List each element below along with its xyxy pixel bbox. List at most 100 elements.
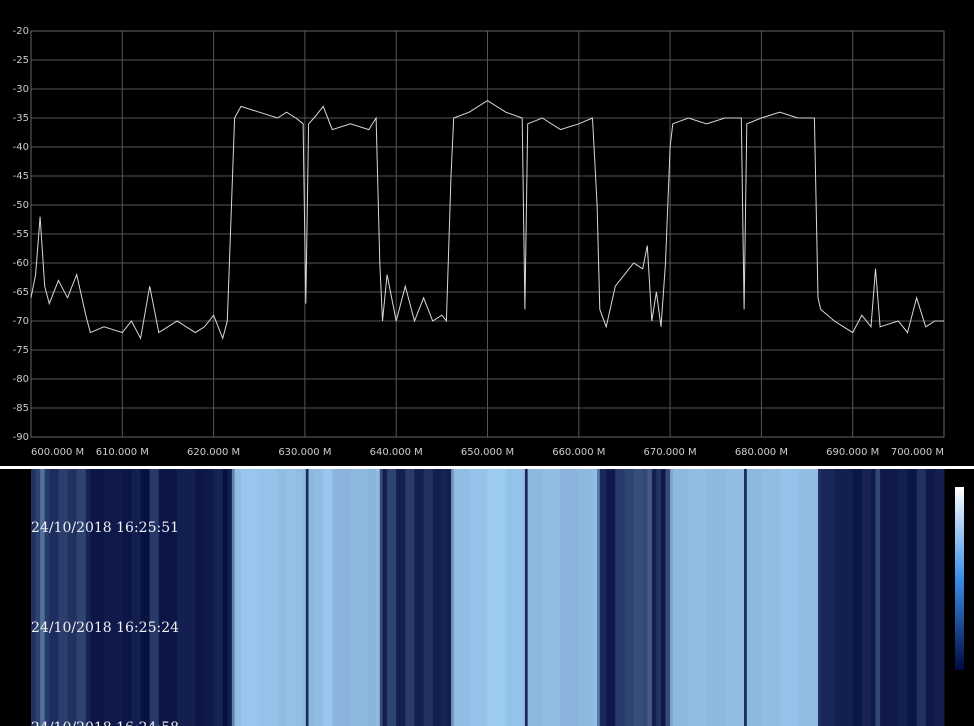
spectrum-line <box>30 100 944 341</box>
x-tick-label: 680.000 M <box>735 447 788 458</box>
y-tick-label: -55 <box>13 229 29 240</box>
waterfall-cell <box>35 469 41 726</box>
x-tick-label: 700.000 M <box>891 447 944 458</box>
y-tick-label: -35 <box>13 113 29 124</box>
x-tick-label: 630.000 M <box>278 447 331 458</box>
waterfall-cell <box>522 469 526 726</box>
separator <box>0 466 974 469</box>
waterfall-cell <box>423 469 434 726</box>
waterfall-cell <box>379 469 383 726</box>
waterfall-cell <box>140 469 151 726</box>
timestamp: 24/10/2018 16:25:51 <box>31 520 179 536</box>
waterfall-cell <box>527 469 543 726</box>
y-tick-label: -90 <box>13 432 29 443</box>
color-bar <box>955 487 964 670</box>
timestamp: 24/10/2018 16:24:58 <box>31 720 179 726</box>
x-tick-label: 620.000 M <box>187 447 240 458</box>
x-tick-label: 660.000 M <box>552 447 605 458</box>
waterfall-cell <box>746 469 762 726</box>
waterfall-cell <box>240 469 260 726</box>
waterfall-cell <box>592 469 598 726</box>
waterfall-cell <box>195 469 205 726</box>
y-tick-label: -40 <box>13 142 29 153</box>
waterfall-cell <box>286 469 297 726</box>
waterfall-cell <box>305 469 309 726</box>
waterfall-cell <box>332 469 351 726</box>
waterfall-cell <box>852 469 863 726</box>
waterfall-cell <box>405 469 415 726</box>
x-tick-label: 690.000 M <box>826 447 879 458</box>
waterfall-cell <box>744 469 748 726</box>
y-tick-label: -75 <box>13 345 29 356</box>
y-tick-label: -80 <box>13 374 29 385</box>
waterfall-cell <box>227 469 233 726</box>
waterfall-cell <box>432 469 443 726</box>
waterfall-cell <box>387 469 397 726</box>
waterfall-cell <box>446 469 452 726</box>
waterfall-cell <box>213 469 224 726</box>
waterfall-cell <box>295 469 304 726</box>
waterfall-cell <box>40 469 46 726</box>
y-tick-label: -50 <box>13 200 29 211</box>
waterfall-cell <box>724 469 742 726</box>
waterfall-cell <box>916 469 927 726</box>
waterfall-cell <box>308 469 315 726</box>
waterfall-cell <box>597 469 601 726</box>
waterfall-cell <box>875 469 881 726</box>
waterfall-cell <box>814 469 819 726</box>
waterfall-cell <box>665 469 671 726</box>
waterfall-cell <box>779 469 799 726</box>
waterfall-cell <box>49 469 59 726</box>
waterfall-cell <box>505 469 523 726</box>
x-tick-label: 610.000 M <box>96 447 149 458</box>
waterfall-cell <box>44 469 50 726</box>
waterfall-cell <box>90 469 105 726</box>
waterfall-cell <box>303 469 307 726</box>
waterfall-cell <box>834 469 854 726</box>
y-tick-label: -65 <box>13 287 29 298</box>
x-tick-label: 600.000 M <box>31 447 84 458</box>
waterfall <box>31 469 945 726</box>
y-tick-label: -45 <box>13 171 29 182</box>
waterfall-cell <box>615 469 625 726</box>
waterfall-cell <box>31 469 36 726</box>
timestamp: 24/10/2018 16:25:24 <box>31 620 179 636</box>
waterfall-cell <box>67 469 78 726</box>
waterfall-cell <box>660 469 666 726</box>
waterfall-cell <box>158 469 178 726</box>
waterfall-cell <box>441 469 447 726</box>
waterfall-cell <box>934 469 945 726</box>
waterfall-cell <box>323 469 333 726</box>
waterfall-cell <box>898 469 908 726</box>
waterfall-cell <box>414 469 424 726</box>
waterfall-cell <box>818 469 822 726</box>
waterfall-cell <box>633 469 644 726</box>
y-tick-label: -30 <box>13 84 29 95</box>
waterfall-cell <box>925 469 936 726</box>
waterfall-cell <box>797 469 815 726</box>
y-tick-label: -85 <box>13 403 29 414</box>
waterfall-cell <box>870 469 876 726</box>
x-tick-label: 670.000 M <box>644 447 697 458</box>
waterfall-cell <box>177 469 196 726</box>
waterfall-cell <box>624 469 634 726</box>
waterfall-cell <box>204 469 214 726</box>
waterfall-cell <box>222 469 228 726</box>
waterfall-cell <box>578 469 593 726</box>
waterfall-cell <box>104 469 123 726</box>
waterfall-cell <box>761 469 781 726</box>
plot-frame <box>30 30 945 438</box>
waterfall-cell <box>706 469 726 726</box>
y-tick-label: -25 <box>13 55 29 66</box>
waterfall-cell <box>741 469 745 726</box>
waterfall-cell <box>542 469 561 726</box>
waterfall-cell <box>642 469 648 726</box>
waterfall-cell <box>231 469 235 726</box>
waterfall-cell <box>487 469 507 726</box>
waterfall-cell <box>560 469 580 726</box>
waterfall-cell <box>122 469 132 726</box>
waterfall-cell <box>670 469 674 726</box>
waterfall-cell <box>259 469 278 726</box>
x-tick-label: 640.000 M <box>370 447 423 458</box>
